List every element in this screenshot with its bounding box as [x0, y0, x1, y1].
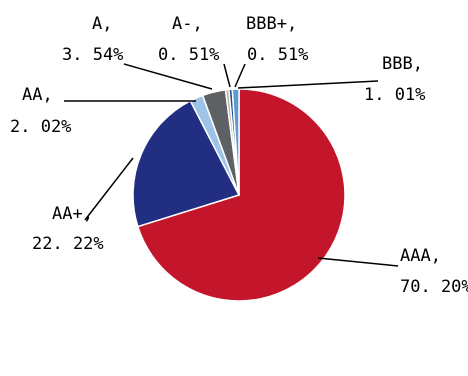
slice-label-a-minus: A-, — [172, 14, 203, 34]
leader-line-a-minus — [223, 63, 231, 88]
leader-line-aaa — [317, 257, 399, 267]
slice-value-aa-plus: 22. 22% — [32, 234, 104, 254]
slice-value-aa: 2. 02% — [10, 117, 71, 137]
slice-label-aaa: AAA, — [400, 246, 441, 266]
leader-line-a — [123, 63, 213, 90]
pie-slice-aa-plus — [132, 99, 241, 228]
slice-label-aa-plus: AA+, — [52, 204, 93, 224]
pie-slice-aaa — [136, 88, 346, 302]
slice-value-a-minus: 0. 51% — [158, 45, 219, 65]
slice-value-aaa: 70. 20% — [400, 277, 468, 297]
slice-value-bbb-plus: 0. 51% — [247, 45, 308, 65]
slice-label-bbb: BBB, — [382, 54, 423, 74]
slice-value-a: 3. 54% — [62, 45, 123, 65]
slice-label-a: A, — [92, 14, 112, 34]
slice-label-aa: AA, — [22, 85, 53, 105]
pie-slice-bbb — [231, 88, 240, 196]
leader-line-aa-plus — [84, 157, 134, 221]
leader-line-bbb-plus — [234, 63, 246, 88]
slice-value-bbb: 1. 01% — [364, 85, 425, 105]
leader-line-bbb — [237, 80, 379, 89]
slice-label-bbb-plus: BBB+, — [246, 14, 297, 34]
